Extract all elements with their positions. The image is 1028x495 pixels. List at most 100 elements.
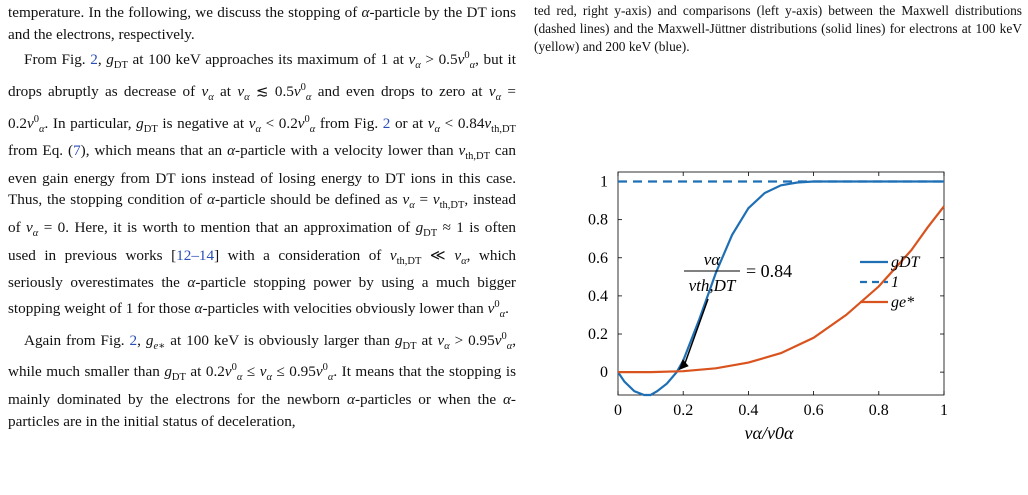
math-symbol: α [469,60,476,72]
math-symbol: α [444,340,450,352]
text-run: -particle stopping power by using a much… [8,274,516,317]
text-run: at [213,82,238,100]
text-run: 0 [322,362,328,374]
math-symbol: v [494,331,502,349]
text-run: < 0.2 [261,114,298,132]
math-symbol: v [432,191,440,209]
legend-label-1: 1 [891,274,899,291]
text-run: , while much smaller than [8,331,516,381]
text-run: at 100 keV is obviously larger than [165,331,395,349]
text-run: is negative at [157,114,249,132]
text-run: . [505,300,509,317]
text-run: 0 [464,50,470,62]
annotation-denominator: vth,DT [689,276,737,295]
text-run: can even gain energy from DT ions instea… [8,142,516,209]
text-run: -particle with a velocity lower than [235,142,459,160]
text-run: at 100 keV approaches its maximum of 1 a… [127,51,409,69]
text-run: Again from Fig. [24,331,130,349]
text-run: ≤ [242,363,260,381]
math-symbol: v [408,51,416,69]
text-run: -particle should be defined as [214,191,403,209]
legend-label-0: gDT [891,254,921,271]
text-run: , which seriously overestimates the [8,246,517,292]
text-run: th,DT [491,123,516,135]
text-run: at [416,331,438,349]
reference-link[interactable]: 12–14 [176,246,215,264]
math-symbol: α [506,340,513,352]
math-symbol: g [415,219,424,237]
text-run: -particles or when the [354,391,503,408]
reference-link[interactable]: 2 [129,331,138,349]
text-run: ≪ [421,246,455,264]
x-tick-label: 0.6 [804,402,824,419]
math-symbol: v [488,82,496,100]
reference-link[interactable]: 7 [73,142,81,160]
math-symbol: g [394,331,403,349]
y-tick-label: 0.4 [588,288,608,305]
text-run: at 0.2 [185,363,225,381]
math-symbol: α [227,142,236,160]
math-symbol: α [495,91,502,103]
math-symbol: α [208,91,214,103]
math-symbol: g [145,331,154,349]
text-run: or at [390,114,428,132]
math-symbol: v [293,82,301,100]
math-symbol: v [437,331,445,349]
math-symbol: v [427,114,435,132]
annotation-arrow-line [683,298,709,365]
reference-link[interactable]: 2 [382,114,391,132]
math-symbol: α [266,372,272,384]
text-run: from Fig. [315,114,383,132]
text-run: DT [113,60,128,72]
text-run: -particles are in the initial status of … [8,391,516,430]
math-symbol: g [164,363,172,381]
math-symbol: α [346,391,355,408]
text-run: ≲ 0.5 [249,82,294,100]
left-text-column: temperature. In the following, we discus… [8,2,516,432]
math-symbol: α [409,200,415,212]
math-symbol: α [38,123,45,135]
math-symbol: e∗ [153,340,166,352]
text-run: 0 [494,298,500,310]
math-symbol: α [327,372,334,384]
math-symbol: α [206,191,215,209]
x-tick-label: 0.8 [869,402,889,419]
math-symbol: v [224,363,232,381]
x-tick-label: 0.2 [673,402,693,419]
y-tick-label: 0 [600,364,608,381]
math-symbol: α [502,391,511,408]
y-tick-label: 1 [600,174,608,191]
text-run: DT [143,123,158,135]
plot-frame [617,171,945,396]
text-run: 0 [304,113,310,125]
annotation-arrow-head [678,359,689,371]
paragraph-1: From Fig. 2, gDT at 100 keV approaches i… [8,45,516,325]
x-tick-label: 0 [614,402,622,419]
text-run: DT [423,228,438,240]
legend-label-2: ge* [891,294,914,311]
text-run: = 0. Here, it is worth to mention that a… [38,219,416,237]
math-symbol: α [187,274,196,292]
caption-text: ted red, right y-axis) and comparisons (… [534,3,1022,54]
math-symbol: v [201,82,209,100]
reference-link[interactable]: 2 [90,51,98,69]
math-symbol: α [309,123,316,135]
text-run: ] with a consideration of [214,246,390,264]
math-symbol: α [305,91,312,103]
text-run: temperature. In the following, we discus… [8,4,362,21]
text-run: , [137,331,146,349]
text-run: ), which means that an [80,142,228,160]
math-symbol: v [248,114,256,132]
x-axis-label: vα/v0α [745,423,794,443]
text-run: From Fig. [24,51,91,69]
text-run: -particles with velocities obviously low… [202,300,488,317]
math-symbol: v [484,114,492,132]
annotation-numerator: vα [704,250,722,269]
math-symbol: α [499,309,506,321]
figure-caption-fragment: ted red, right y-axis) and comparisons (… [534,2,1022,56]
text-run: DT [171,372,186,384]
text-run: th,DT [465,151,491,163]
text-run: 0 [501,330,507,342]
chart: 0 0.2 0.4 0.6 0.8 1 0 0.2 0.4 0.6 0.8 1 vα/v0α vα vth,… [534,150,994,490]
y-tick-label: 0.6 [588,250,608,267]
